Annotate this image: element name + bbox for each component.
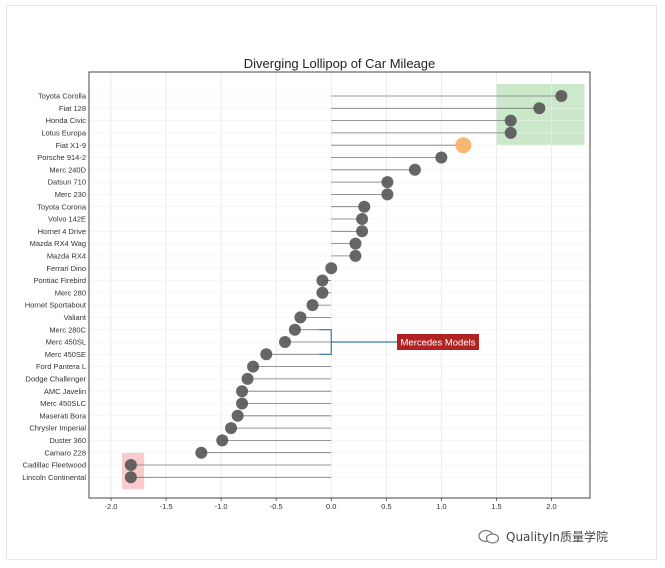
point-14 bbox=[325, 262, 338, 275]
point-30 bbox=[124, 459, 137, 471]
category-label-12: Mazda RX4 Wag bbox=[30, 239, 86, 248]
category-label-8: Merc 230 bbox=[55, 190, 86, 199]
x-tick-label-4: 0.0 bbox=[326, 502, 336, 511]
point-12 bbox=[349, 237, 362, 250]
category-label-9: Toyota Corona bbox=[37, 202, 87, 211]
wechat-icon bbox=[478, 529, 500, 544]
annotation-box bbox=[397, 334, 479, 350]
category-label-29: Camaro Z28 bbox=[44, 448, 86, 457]
point-17 bbox=[306, 299, 319, 312]
point-19 bbox=[288, 323, 301, 336]
watermark-text: QualityIn质量学院 bbox=[506, 530, 609, 544]
category-label-16: Merc 280 bbox=[55, 288, 86, 297]
point-25 bbox=[236, 397, 249, 410]
category-label-27: Chrysler Imperial bbox=[29, 424, 86, 433]
point-2 bbox=[504, 114, 517, 127]
annotation-label: Mercedes Models bbox=[401, 338, 476, 349]
point-18 bbox=[294, 311, 307, 324]
x-tick-label-6: 1.0 bbox=[436, 502, 446, 511]
category-label-0: Toyota Corolla bbox=[38, 92, 87, 101]
category-label-13: Mazda RX4 bbox=[47, 252, 86, 261]
category-label-26: Maserati Bora bbox=[39, 411, 87, 420]
point-13 bbox=[349, 249, 362, 262]
x-tick-label-3: -0.5 bbox=[270, 502, 283, 511]
point-9 bbox=[358, 200, 371, 213]
category-label-5: Porsche 914-2 bbox=[37, 153, 86, 162]
point-1 bbox=[533, 102, 546, 115]
point-5 bbox=[435, 151, 448, 164]
category-label-31: Lincoln Continental bbox=[22, 473, 86, 482]
x-tick-label-7: 1.5 bbox=[491, 502, 501, 511]
category-label-1: Fiat 128 bbox=[59, 104, 86, 113]
point-4 bbox=[455, 137, 472, 154]
category-label-2: Honda Civic bbox=[46, 116, 87, 125]
category-label-30: Cadillac Fleetwood bbox=[23, 461, 86, 470]
category-label-15: Pontiac Firebird bbox=[33, 276, 86, 285]
point-11 bbox=[356, 225, 369, 238]
point-23 bbox=[241, 372, 254, 385]
category-label-23: Dodge Challenger bbox=[26, 375, 87, 384]
category-label-28: Duster 360 bbox=[49, 436, 86, 445]
point-0 bbox=[555, 90, 568, 102]
point-22 bbox=[247, 360, 260, 373]
category-label-18: Valiant bbox=[64, 313, 87, 322]
category-label-14: Ferrari Dino bbox=[46, 264, 86, 273]
point-16 bbox=[316, 286, 329, 299]
category-label-25: Merc 450SLC bbox=[40, 399, 86, 408]
category-label-10: Volvo 142E bbox=[48, 215, 86, 224]
point-21 bbox=[260, 348, 273, 361]
point-29 bbox=[195, 446, 208, 459]
category-label-20: Merc 450SL bbox=[46, 338, 86, 347]
watermark: QualityIn质量学院 bbox=[478, 528, 608, 545]
point-26 bbox=[231, 409, 244, 422]
category-label-4: Fiat X1-9 bbox=[56, 141, 86, 150]
point-27 bbox=[225, 422, 238, 435]
point-15 bbox=[316, 274, 329, 287]
point-20 bbox=[278, 336, 291, 348]
chart-title: Diverging Lollipop of Car Mileage bbox=[244, 56, 436, 71]
point-10 bbox=[356, 213, 369, 225]
category-label-7: Datsun 710 bbox=[48, 178, 86, 187]
highlight-region-1 bbox=[122, 453, 145, 490]
x-tick-label-2: -1.0 bbox=[215, 502, 228, 511]
x-tick-label-5: 0.5 bbox=[381, 502, 391, 511]
x-tick-label-0: -2.0 bbox=[105, 502, 118, 511]
point-24 bbox=[236, 385, 249, 398]
axes-box bbox=[88, 71, 591, 499]
category-label-11: Hornet 4 Drive bbox=[38, 227, 86, 236]
point-31 bbox=[124, 471, 137, 484]
category-label-24: AMC Javelin bbox=[44, 387, 86, 396]
category-label-3: Lotus Europa bbox=[41, 129, 86, 138]
category-label-6: Merc 240D bbox=[49, 165, 86, 174]
category-label-19: Merc 280C bbox=[49, 325, 86, 334]
point-6 bbox=[408, 163, 421, 176]
x-tick-label-1: -1.5 bbox=[160, 502, 173, 511]
category-label-17: Hornet Sportabout bbox=[25, 301, 87, 310]
point-3 bbox=[504, 126, 517, 139]
category-label-21: Merc 450SE bbox=[45, 350, 86, 359]
point-7 bbox=[381, 176, 394, 189]
point-28 bbox=[216, 434, 229, 447]
category-label-22: Ford Pantera L bbox=[36, 362, 86, 371]
x-tick-label-8: 2.0 bbox=[546, 502, 556, 511]
point-8 bbox=[381, 188, 394, 201]
